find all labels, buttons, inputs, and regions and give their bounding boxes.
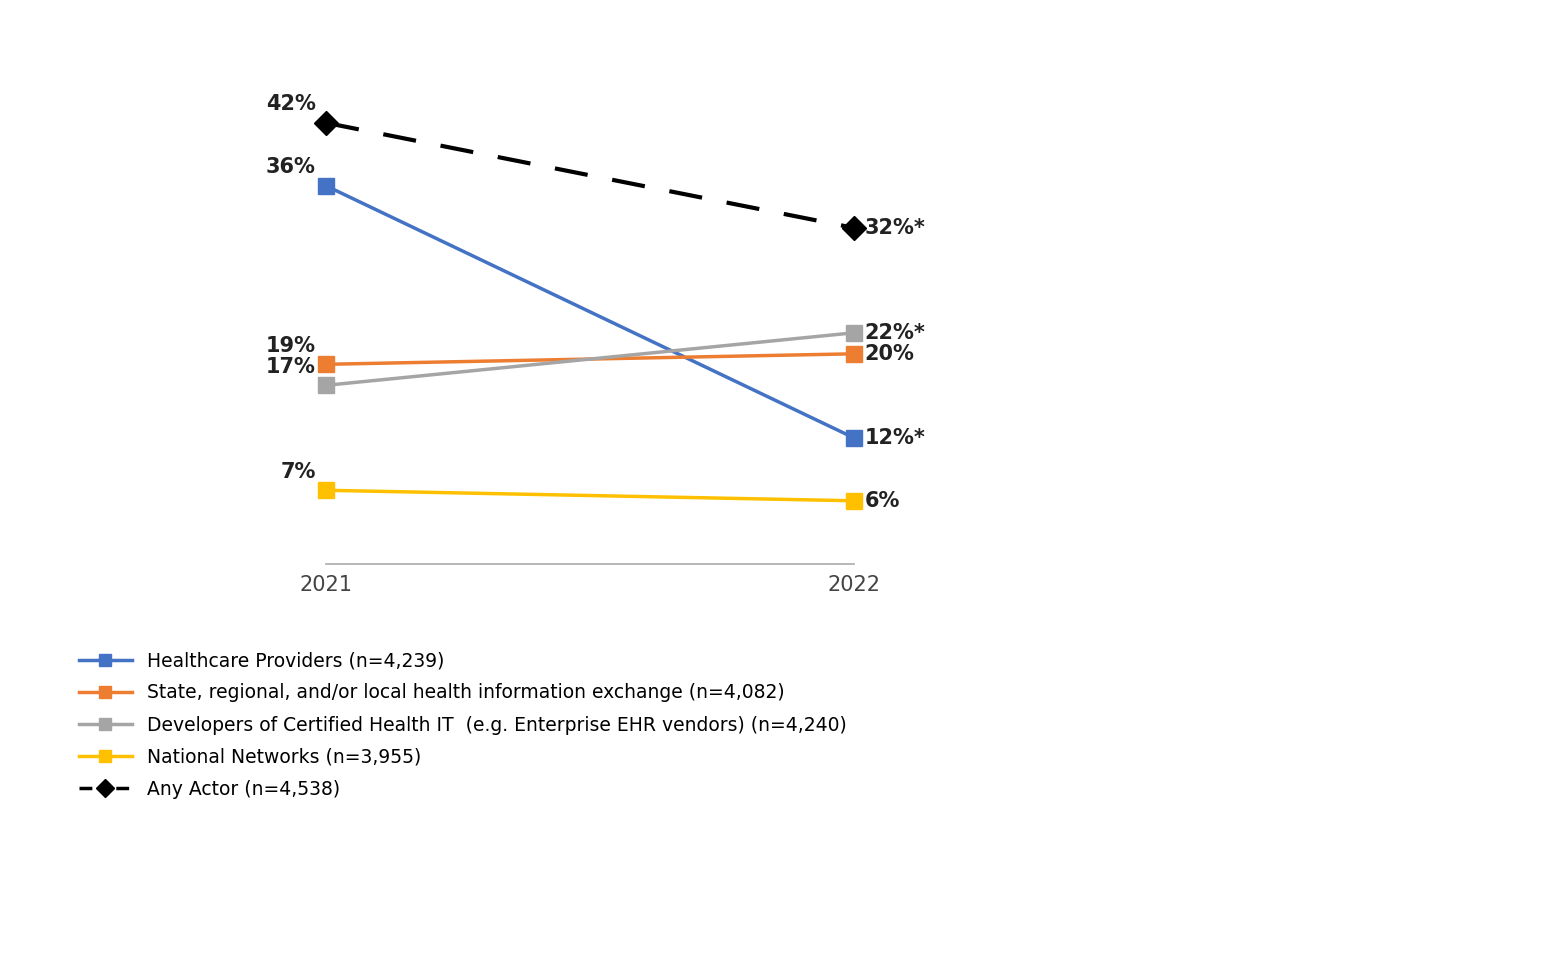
Text: 22%*: 22%*: [864, 323, 926, 343]
Legend: Healthcare Providers (n=4,239), State, regional, and/or local health information: Healthcare Providers (n=4,239), State, r…: [72, 643, 854, 807]
Text: 20%: 20%: [864, 344, 915, 364]
Text: 17%: 17%: [266, 357, 316, 377]
Text: 7%: 7%: [280, 462, 316, 482]
Text: 36%: 36%: [266, 157, 316, 178]
Text: 19%: 19%: [266, 336, 316, 356]
Text: 42%: 42%: [266, 94, 316, 115]
Text: 12%*: 12%*: [864, 428, 926, 448]
Text: 32%*: 32%*: [864, 218, 926, 238]
Text: 6%: 6%: [864, 491, 899, 510]
